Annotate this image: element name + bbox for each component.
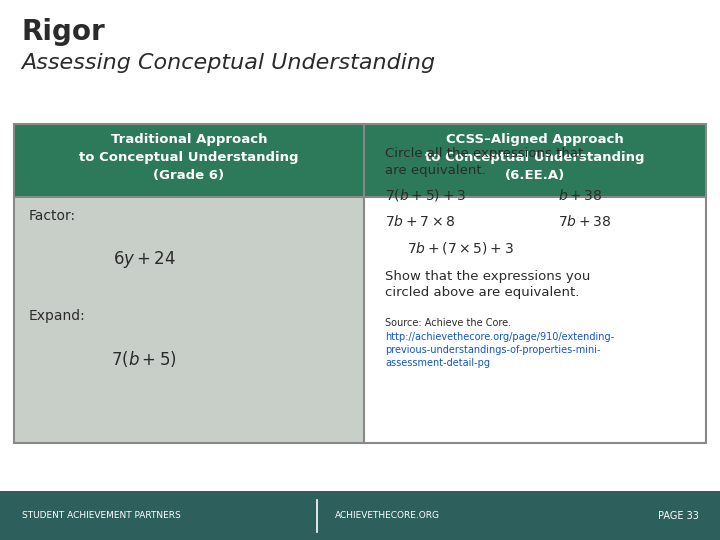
Text: $7(b+5)+3$: $7(b+5)+3$ bbox=[385, 187, 467, 204]
Text: CCSS–Aligned Approach
to Conceptual Understanding
(6.EE.A): CCSS–Aligned Approach to Conceptual Unde… bbox=[425, 133, 644, 183]
Text: Factor:: Factor: bbox=[29, 209, 76, 223]
Text: $7(b + 5)$: $7(b + 5)$ bbox=[111, 349, 177, 369]
Text: $6y + 24$: $6y + 24$ bbox=[112, 249, 176, 269]
Text: are equivalent.: are equivalent. bbox=[385, 164, 486, 177]
Text: $7b + 7 \times 8$: $7b + 7 \times 8$ bbox=[385, 214, 456, 229]
Text: Show that the expressions you: Show that the expressions you bbox=[385, 270, 590, 283]
Text: Source: Achieve the Core.: Source: Achieve the Core. bbox=[385, 318, 511, 328]
Text: ACHIEVETHECORE.ORG: ACHIEVETHECORE.ORG bbox=[335, 511, 440, 520]
Text: Expand:: Expand: bbox=[29, 309, 86, 323]
FancyBboxPatch shape bbox=[0, 491, 720, 540]
FancyBboxPatch shape bbox=[14, 124, 364, 197]
Text: assessment-detail-pg: assessment-detail-pg bbox=[385, 358, 490, 368]
Text: Assessing Conceptual Understanding: Assessing Conceptual Understanding bbox=[22, 53, 436, 73]
Text: Circle all the expressions that: Circle all the expressions that bbox=[385, 147, 583, 160]
FancyBboxPatch shape bbox=[364, 197, 706, 443]
Text: previous-understandings-of-properties-mini-: previous-understandings-of-properties-mi… bbox=[385, 345, 600, 355]
Text: $7b + (7 \times 5) + 3$: $7b + (7 \times 5) + 3$ bbox=[408, 240, 514, 256]
Text: circled above are equivalent.: circled above are equivalent. bbox=[385, 286, 580, 299]
FancyBboxPatch shape bbox=[364, 124, 706, 197]
Text: http://achievethecore.org/page/910/extending-: http://achievethecore.org/page/910/exten… bbox=[385, 332, 614, 342]
Text: $b+38$: $b+38$ bbox=[558, 188, 603, 203]
FancyBboxPatch shape bbox=[14, 197, 364, 443]
Text: PAGE 33: PAGE 33 bbox=[657, 511, 698, 521]
Text: $7b + 38$: $7b + 38$ bbox=[558, 214, 611, 229]
Text: Traditional Approach
to Conceptual Understanding
(Grade 6): Traditional Approach to Conceptual Under… bbox=[79, 133, 299, 183]
Text: Rigor: Rigor bbox=[22, 18, 105, 46]
Text: STUDENT ACHIEVEMENT PARTNERS: STUDENT ACHIEVEMENT PARTNERS bbox=[22, 511, 180, 520]
